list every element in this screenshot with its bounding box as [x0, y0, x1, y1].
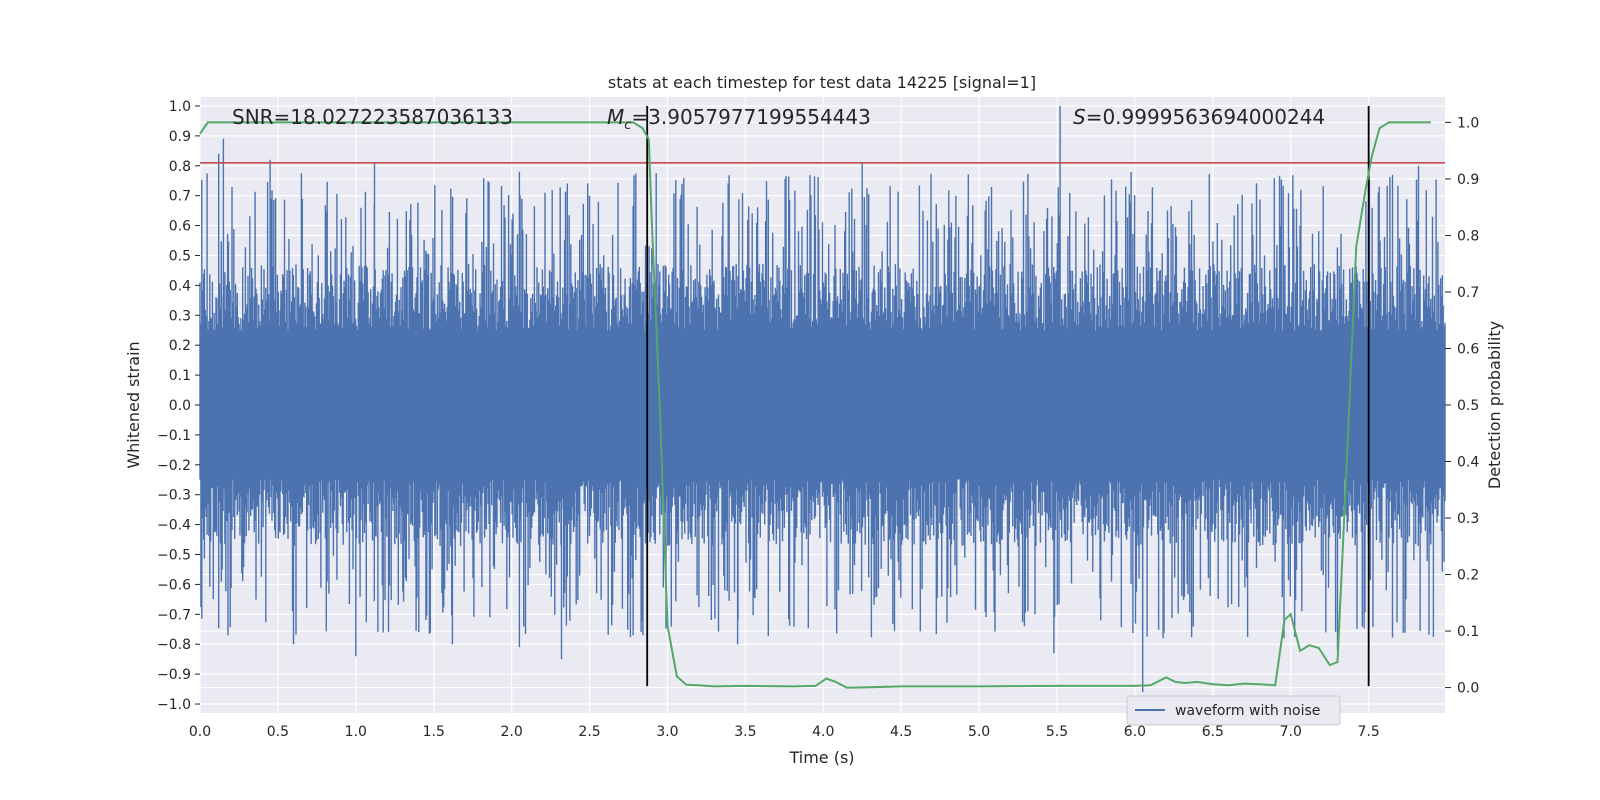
detection-probability-line: [199, 121, 1431, 689]
y-tick-label: 0.5: [169, 248, 191, 264]
y-tick-label: 0.6: [169, 219, 191, 235]
y-tick-label: −0.5: [157, 548, 191, 564]
y-right-tick-label: 0.0: [1457, 681, 1479, 697]
y-tick-label: −0.8: [157, 637, 191, 653]
overlay-layer: [199, 105, 1445, 689]
axes: 0.0 0.5 1.0 1.5 2.0 2.5 3.0 3.5 4.0 4.5 5.0 5.5 6.0 6…: [157, 99, 1479, 740]
x-tick-label: 1.5: [423, 724, 445, 740]
score-annotation: S=0.9999563694000244: [1073, 105, 1325, 129]
y-tick-label: 1.0: [169, 99, 191, 115]
y-tick-label: −0.9: [157, 667, 191, 683]
x-tick-label: 3.0: [656, 724, 678, 740]
y-tick-label: 0.8: [169, 159, 191, 175]
x-tick-label: 1.0: [345, 724, 367, 740]
x-tick-label: 0.5: [267, 724, 289, 740]
x-tick-label: 0.0: [189, 724, 211, 740]
y-axis-label: Whitened strain: [124, 341, 143, 468]
x-tick-label: 2.5: [578, 724, 600, 740]
y-right-tick-label: 0.4: [1457, 455, 1479, 471]
x-tick-label: 4.5: [890, 724, 912, 740]
y-tick-label: 0.1: [169, 368, 191, 384]
legend: waveform with noise: [1126, 695, 1341, 726]
x-tick-label: 4.0: [812, 724, 834, 740]
x-tick-label: 3.5: [734, 724, 756, 740]
y-right-axis-label: Detection probability: [1485, 321, 1504, 489]
x-tick-label: 5.5: [1046, 724, 1068, 740]
y-tick-label: −0.1: [157, 428, 191, 444]
y-tick-label: −0.2: [157, 458, 191, 474]
y-tick-label: 0.2: [169, 338, 191, 354]
x-tick-label: 7.5: [1358, 724, 1380, 740]
y-right-tick-label: 0.6: [1457, 341, 1479, 357]
legend-box: [1126, 695, 1341, 726]
snr-annotation: SNR=18.027223587036133: [232, 105, 513, 129]
y-right-tick-label: 0.8: [1457, 228, 1479, 244]
chart-title: stats at each timestep for test data 142…: [608, 73, 1036, 92]
x-axis-label: Time (s): [788, 748, 854, 767]
y-right-tick-label: 0.1: [1457, 624, 1479, 640]
y-tick-label: −0.6: [157, 577, 191, 593]
chirp-mass-annotation: Mc=3.9057977199554443: [607, 105, 871, 133]
y-tick-label: 0.7: [169, 189, 191, 205]
x-tick-label: 6.5: [1202, 724, 1224, 740]
x-tick-label: 2.0: [501, 724, 523, 740]
y-tick-label: 0.0: [169, 398, 191, 414]
y-tick-label: −0.4: [157, 518, 191, 534]
x-tick-label: 5.0: [968, 724, 990, 740]
y-tick-label: 0.3: [169, 308, 191, 324]
series-layer: [199, 106, 1446, 693]
y-right-tick-label: 0.7: [1457, 285, 1479, 301]
y-right-tick-label: 0.2: [1457, 568, 1479, 584]
y-tick-label: −0.7: [157, 607, 191, 623]
y-right-tick-label: 0.3: [1457, 511, 1479, 527]
y-right-tick-label: 0.9: [1457, 172, 1479, 188]
waveform-with-noise-series: [199, 106, 1446, 693]
legend-label: waveform with noise: [1175, 703, 1320, 719]
y-tick-label: 0.9: [169, 129, 191, 145]
x-tick-label: 7.0: [1280, 724, 1302, 740]
y-tick-label: −0.3: [157, 488, 191, 504]
y-right-tick-label: 1.0: [1457, 115, 1479, 131]
y-tick-label: −1.0: [157, 697, 191, 713]
y-tick-label: 0.4: [169, 278, 191, 294]
y-right-tick-label: 0.5: [1457, 398, 1479, 414]
x-tick-label: 6.0: [1124, 724, 1146, 740]
